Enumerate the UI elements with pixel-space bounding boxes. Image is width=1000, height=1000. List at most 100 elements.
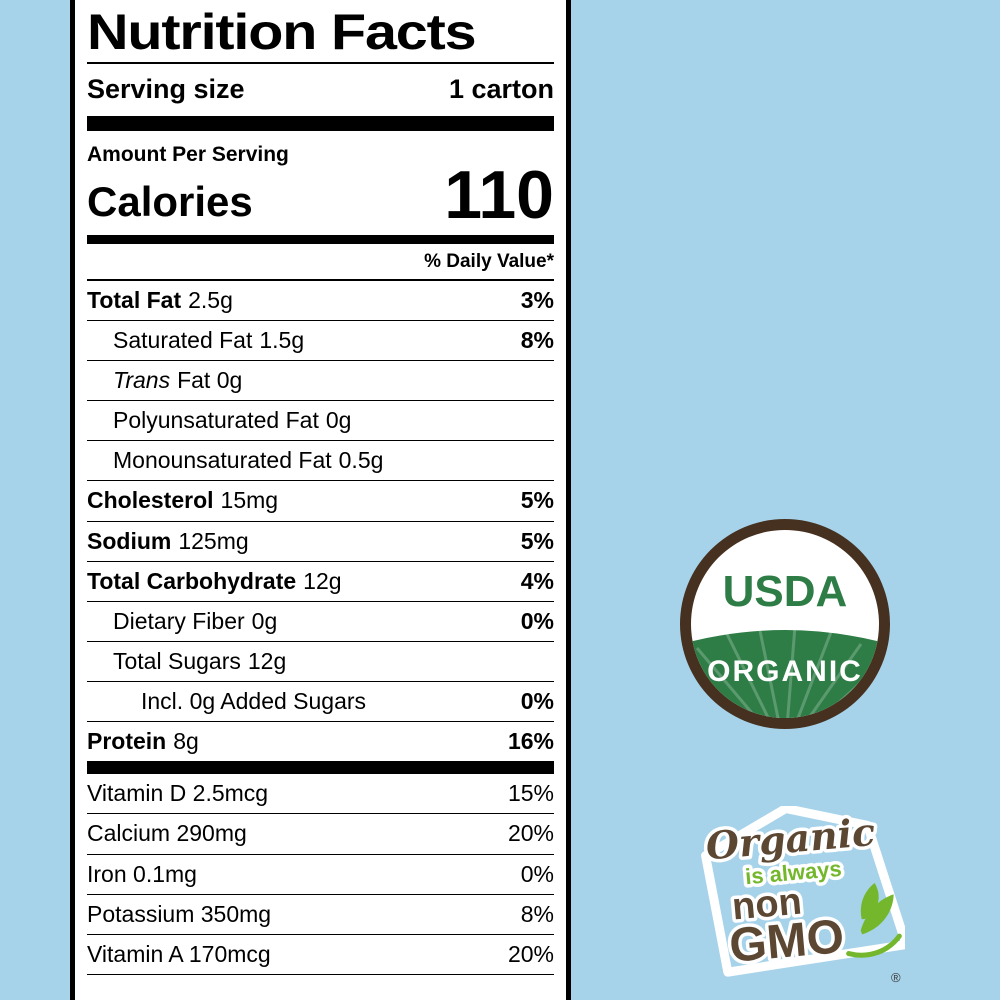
nutrient-name: Iron 0.1mg — [87, 860, 197, 887]
nutrient-row: Calcium 290mg 20% — [87, 814, 554, 855]
badge-line-gmo: GMO — [727, 910, 846, 973]
nutrient-amount: 12g — [247, 647, 287, 674]
nutrient-daily-value: 5% — [520, 487, 554, 514]
nutrient-row-left: Total Fat 2.5g — [87, 287, 233, 314]
nutrient-row: Trans Fat 0g — [87, 361, 554, 402]
vitamin-rows: Vitamin D 2.5mcg 15% Calcium 290mg 20% Iron … — [87, 774, 554, 975]
nutrient-name: Sodium — [87, 527, 172, 554]
nutrient-row-left: Vitamin D 2.5mcg — [87, 780, 268, 807]
nutrient-amount: 125mg — [178, 527, 249, 554]
nutrient-row: Vitamin A 170mcg 20% — [87, 935, 554, 975]
nutrient-name: Vitamin A 170mcg — [87, 940, 271, 967]
nutrient-row: Dietary Fiber 0g 0% — [87, 602, 554, 642]
nutrition-title: Nutrition Facts — [87, 4, 477, 60]
nutrient-row: Total Sugars 12g — [87, 642, 554, 683]
nutrient-name: Incl. 0g Added Sugars — [141, 688, 367, 715]
registered-mark: ® — [891, 970, 901, 985]
nutrition-facts-panel: Nutrition Facts Serving size 1 carton Am… — [70, 0, 571, 1000]
nutrient-daily-value: 4% — [520, 567, 554, 594]
nutrient-amount: Fat 0g — [177, 367, 243, 394]
nutrient-name: Total Carbohydrate — [87, 567, 297, 594]
nutrient-amount: 12g — [303, 567, 342, 594]
nutrient-daily-value: 8% — [520, 326, 554, 353]
nutrient-row: Sodium 125mg 5% — [87, 522, 554, 562]
nutrient-row: Total Fat 2.5g 3% — [87, 281, 554, 321]
nutrient-row-left: Incl. 0g Added Sugars — [141, 688, 366, 715]
nutrient-row-left: Iron 0.1mg — [87, 861, 197, 888]
nutrient-row: Total Carbohydrate 12g 4% — [87, 562, 554, 602]
usda-organic-seal: USDA ORGANIC — [680, 519, 890, 729]
badge-group: Organic is always non GMO — [701, 806, 905, 977]
nutrient-row: Polyunsaturated Fat 0g — [87, 401, 554, 442]
nutrient-name: Calcium 290mg — [87, 820, 247, 847]
daily-value-header: % Daily Value* — [87, 244, 554, 281]
nutrient-daily-value: 0% — [520, 860, 554, 887]
main-nutrient-rows: Total Fat 2.5g 3% Saturated Fat 1.5g 8% Trans F… — [87, 281, 554, 763]
nutrient-row-left: Monounsaturated Fat 0.5g — [113, 447, 383, 474]
nutrient-row-left: Cholesterol 15mg — [87, 487, 278, 514]
calories-label: Calories — [87, 177, 253, 225]
nutrient-name: Vitamin D 2.5mcg — [87, 780, 269, 807]
calories-row: Calories 110 — [87, 157, 554, 233]
nutrient-name: Total Sugars — [113, 647, 241, 674]
nutrient-row-left: Total Carbohydrate 12g — [87, 568, 342, 595]
nutrient-row: Potassium 350mg 8% — [87, 895, 554, 935]
nutrient-row-left: Sodium 125mg — [87, 528, 249, 555]
nutrient-row: Protein 8g 16% — [87, 722, 554, 763]
divider-bar-thick — [87, 762, 554, 775]
nutrient-row-left: Dietary Fiber 0g — [113, 608, 277, 635]
nutrient-row: Iron 0.1mg 0% — [87, 855, 554, 895]
nutrient-row-left: Protein 8g — [87, 728, 199, 755]
nutrient-daily-value: 3% — [520, 286, 554, 313]
nutrient-name: Monounsaturated Fat — [113, 447, 332, 474]
seal-usda-text: USDA — [723, 567, 848, 616]
nutrient-name: Potassium 350mg — [87, 900, 272, 927]
nutrient-row-left: Vitamin A 170mcg — [87, 941, 271, 968]
nutrient-name: Saturated Fat — [113, 326, 253, 353]
nutrient-daily-value: 0% — [520, 607, 554, 634]
nutrient-daily-value: 5% — [520, 527, 554, 554]
serving-size-row: Serving size 1 carton — [87, 64, 554, 116]
nutrient-daily-value: 0% — [520, 688, 554, 715]
nutrient-name: Polyunsaturated Fat — [113, 407, 319, 434]
nutrient-name: Total Fat — [87, 286, 182, 313]
nutrient-row-left: Trans Fat 0g — [113, 367, 242, 394]
seal-organic-text: ORGANIC — [707, 655, 863, 688]
nutrient-row-left: Saturated Fat 1.5g — [113, 327, 304, 354]
nutrient-daily-value: 16% — [507, 728, 554, 755]
nutrient-row-left: Potassium 350mg — [87, 901, 271, 928]
divider-hairline-title — [87, 62, 554, 64]
nutrient-amount: 0g — [251, 607, 278, 634]
nutrient-amount: 15mg — [220, 487, 279, 514]
nutrient-amount: 8g — [173, 728, 199, 755]
non-gmo-badge: Organic is always non GMO ® — [701, 806, 905, 985]
nutrient-row-left: Calcium 290mg — [87, 820, 247, 847]
calories-value: 110 — [444, 157, 554, 233]
serving-size-value: 1 carton — [448, 74, 554, 104]
badge-line-non: non — [730, 881, 803, 929]
nutrient-daily-value: 8% — [520, 900, 554, 927]
nutrient-row: Cholesterol 15mg 5% — [87, 481, 554, 522]
nutrient-row: Incl. 0g Added Sugars 0% — [87, 682, 554, 723]
serving-size-label: Serving size — [87, 74, 245, 104]
nutrient-name: Cholesterol — [87, 487, 214, 514]
divider-bar-medium — [87, 234, 554, 244]
nutrient-daily-value: 15% — [507, 780, 554, 807]
nutrient-row-left: Total Sugars 12g — [113, 648, 286, 675]
nutrient-amount: 0g — [325, 407, 352, 434]
badge-outline — [701, 806, 905, 977]
nutrient-row: Monounsaturated Fat 0.5g — [87, 441, 554, 482]
nutrient-row-left: Polyunsaturated Fat 0g — [113, 407, 351, 434]
nutrient-name: Protein — [87, 728, 167, 755]
amount-per-serving-label: Amount Per Serving — [87, 143, 289, 166]
leaf-icon — [846, 883, 902, 958]
divider-bar-large — [87, 116, 554, 131]
nutrient-name: Trans — [113, 367, 171, 394]
nutrient-amount: 1.5g — [259, 326, 305, 353]
nutrient-amount: 0.5g — [338, 447, 384, 474]
nutrition-title-wrap: Nutrition Facts — [87, 0, 554, 58]
nutrient-row: Saturated Fat 1.5g 8% — [87, 321, 554, 362]
nutrient-row: Vitamin D 2.5mcg 15% — [87, 774, 554, 815]
nutrient-daily-value: 20% — [507, 940, 554, 967]
